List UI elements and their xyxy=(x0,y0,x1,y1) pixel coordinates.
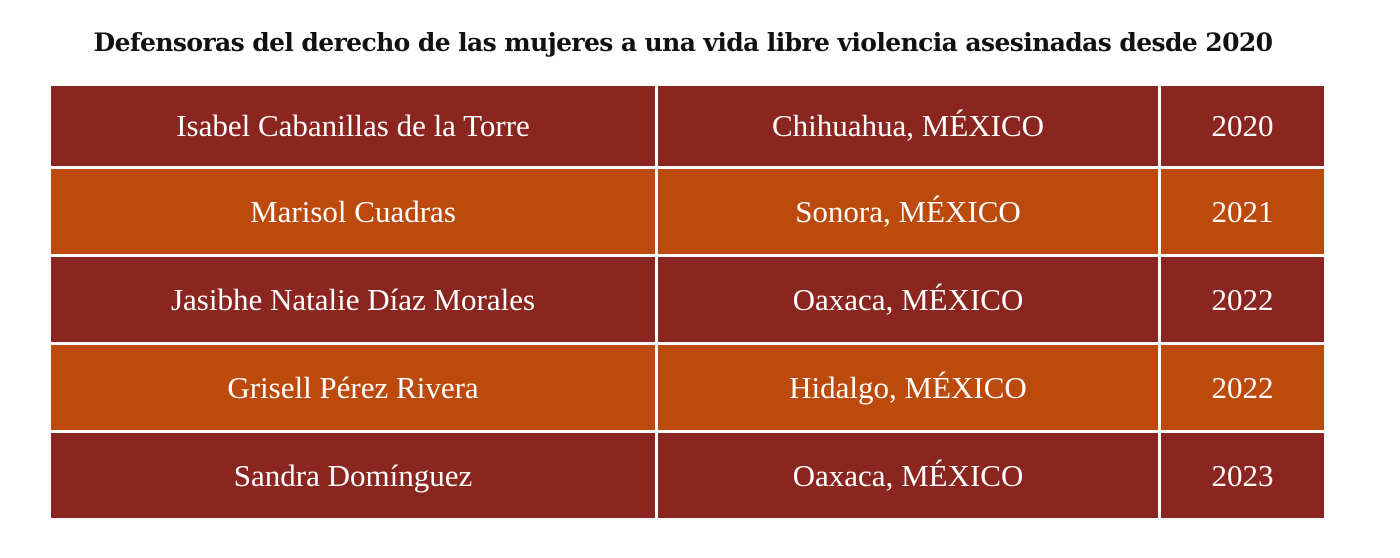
place-cell: Oaxaca, MÉXICO xyxy=(655,433,1158,518)
place-cell: Chihuahua, MÉXICO xyxy=(655,86,1158,166)
name-cell: Marisol Cuadras xyxy=(51,169,655,254)
place-cell: Oaxaca, MÉXICO xyxy=(655,257,1158,342)
table-row: Isabel Cabanillas de la Torre Chihuahua,… xyxy=(51,86,1324,166)
year-cell: 2022 xyxy=(1158,257,1324,342)
place-cell: Hidalgo, MÉXICO xyxy=(655,345,1158,430)
year-cell: 2022 xyxy=(1158,345,1324,430)
defenders-table: Isabel Cabanillas de la Torre Chihuahua,… xyxy=(51,86,1324,518)
name-cell: Isabel Cabanillas de la Torre xyxy=(51,86,655,166)
table-row: Grisell Pérez Rivera Hidalgo, MÉXICO 202… xyxy=(51,342,1324,430)
year-cell: 2020 xyxy=(1158,86,1324,166)
name-cell: Sandra Domínguez xyxy=(51,433,655,518)
table-row: Jasibhe Natalie Díaz Morales Oaxaca, MÉX… xyxy=(51,254,1324,342)
year-cell: 2023 xyxy=(1158,433,1324,518)
name-cell: Jasibhe Natalie Díaz Morales xyxy=(51,257,655,342)
place-cell: Sonora, MÉXICO xyxy=(655,169,1158,254)
name-cell: Grisell Pérez Rivera xyxy=(51,345,655,430)
table-title: Defensoras del derecho de las mujeres a … xyxy=(93,28,1274,57)
table-row: Marisol Cuadras Sonora, MÉXICO 2021 xyxy=(51,166,1324,254)
table-row: Sandra Domínguez Oaxaca, MÉXICO 2023 xyxy=(51,430,1324,518)
year-cell: 2021 xyxy=(1158,169,1324,254)
